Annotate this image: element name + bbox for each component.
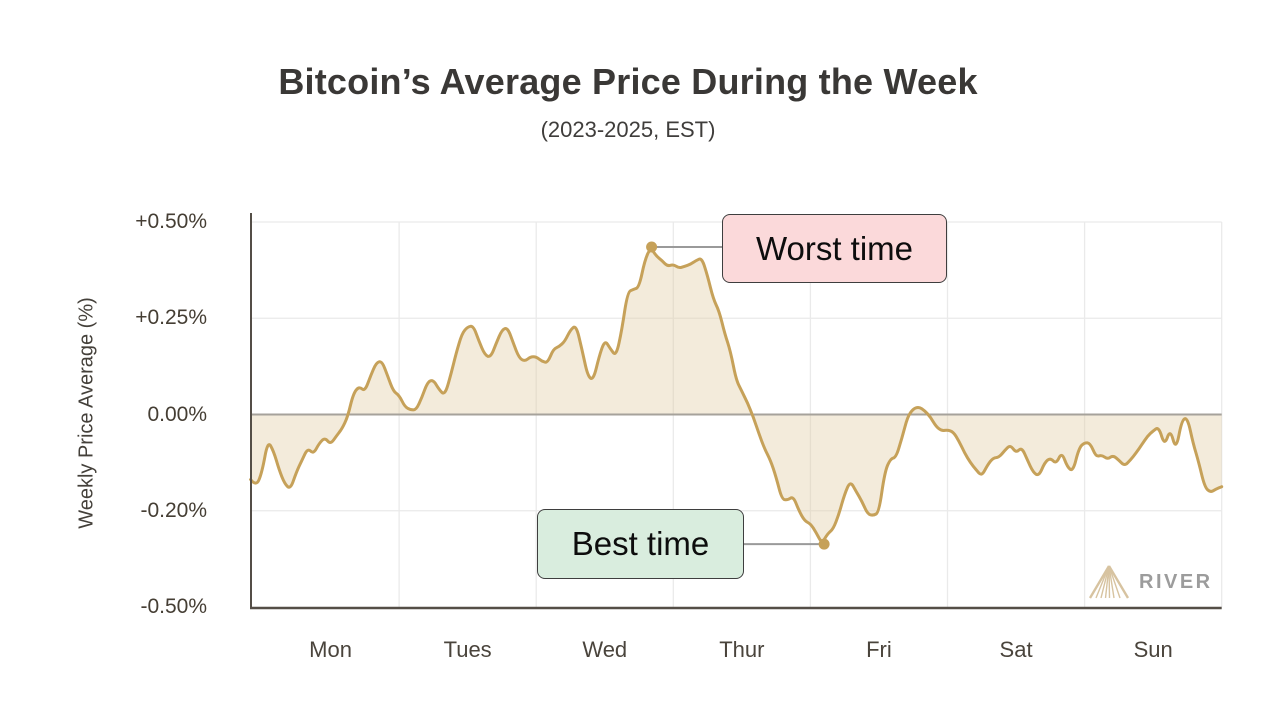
y-tick-label: +0.25% xyxy=(135,306,207,330)
river-wordmark: RIVER xyxy=(1139,570,1213,593)
y-tick-label: +0.50% xyxy=(135,210,207,233)
x-tick-label: Wed xyxy=(582,637,628,662)
best-time-label: Best time xyxy=(571,525,710,562)
x-tick-label: Tues xyxy=(443,637,492,662)
page-title: Bitcoin’s Average Price During the Week xyxy=(278,61,978,102)
river-pyramid-icon xyxy=(1088,565,1130,599)
best-time-annotation: Best time xyxy=(537,509,744,579)
worst-time-annotation: Worst time xyxy=(722,214,947,283)
y-tick-label: 0.00% xyxy=(147,402,207,426)
worst-time-label: Worst time xyxy=(755,229,914,267)
y-tick-label: -0.20% xyxy=(140,498,207,522)
x-tick-label: Sat xyxy=(999,637,1033,662)
x-tick-label: Mon xyxy=(309,637,352,662)
x-tick-label: Sun xyxy=(1133,637,1173,662)
x-tick-label: Thur xyxy=(719,637,765,662)
river-logo: RIVER xyxy=(1088,563,1213,601)
y-tick-label: -0.50% xyxy=(140,595,207,618)
page-subtitle: (2023-2025, EST) xyxy=(540,117,716,142)
x-tick-label: Fri xyxy=(866,637,892,662)
